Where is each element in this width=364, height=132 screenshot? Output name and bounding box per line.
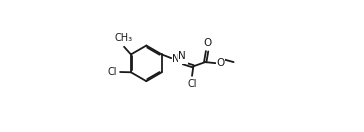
- Text: N: N: [178, 51, 186, 62]
- Text: O: O: [216, 58, 225, 68]
- Text: Cl: Cl: [187, 79, 197, 89]
- Text: Cl: Cl: [108, 67, 117, 77]
- Text: O: O: [203, 38, 211, 48]
- Text: NH: NH: [172, 54, 187, 64]
- Text: CH₃: CH₃: [115, 33, 133, 43]
